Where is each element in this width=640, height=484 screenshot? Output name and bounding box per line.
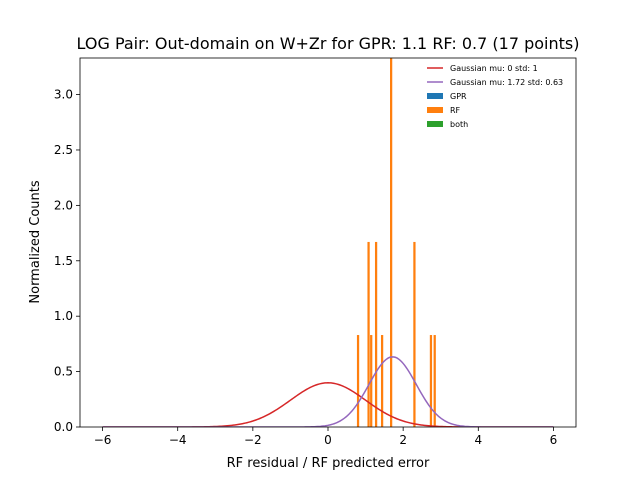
x-axis-label: RF residual / RF predicted error bbox=[227, 456, 430, 471]
y-axis-label: Normalized Counts bbox=[28, 180, 43, 303]
x-tick-label: −6 bbox=[94, 433, 112, 447]
x-tick-label: −4 bbox=[169, 433, 187, 447]
legend-label: RF bbox=[450, 106, 461, 115]
legend-label: both bbox=[450, 120, 468, 129]
y-tick-label: 3.0 bbox=[54, 88, 73, 102]
chart-title: LOG Pair: Out-domain on W+Zr for GPR: 1.… bbox=[77, 34, 580, 53]
x-tick-label: 4 bbox=[474, 433, 482, 447]
y-tick-label: 0.0 bbox=[54, 420, 73, 434]
plot-area bbox=[79, 57, 577, 428]
legend-label: Gaussian mu: 0 std: 1 bbox=[450, 64, 538, 73]
rf-bar bbox=[413, 241, 416, 427]
rf-bar bbox=[356, 335, 360, 427]
axis-ticks: −6 −4 −2 0 2 4 6 0.0 0.5 1.0 1.5 2.0 2.5 3.0 bbox=[54, 88, 557, 447]
y-tick-label: 1.5 bbox=[54, 254, 73, 268]
legend-label: GPR bbox=[450, 92, 467, 101]
x-tick-label: 0 bbox=[324, 433, 332, 447]
x-tick-label: −2 bbox=[244, 433, 262, 447]
legend-patch-marker bbox=[427, 93, 443, 99]
rf-bar bbox=[433, 335, 436, 427]
x-tick-label: 2 bbox=[399, 433, 407, 447]
y-tick-label: 2.5 bbox=[54, 143, 73, 157]
rf-bar bbox=[374, 241, 378, 427]
legend-label: Gaussian mu: 1.72 std: 0.63 bbox=[450, 78, 563, 87]
legend-patch-marker bbox=[427, 121, 443, 127]
y-tick-label: 1.0 bbox=[54, 309, 73, 323]
rf-bar bbox=[390, 58, 393, 427]
y-tick-label: 2.0 bbox=[54, 198, 73, 212]
rf-bar bbox=[380, 335, 384, 427]
rf-bar bbox=[367, 241, 370, 427]
rf-bar bbox=[429, 335, 433, 427]
x-tick-label: 6 bbox=[550, 433, 558, 447]
legend: Gaussian mu: 0 std: 1 Gaussian mu: 1.72 s… bbox=[427, 64, 563, 129]
legend-patch-marker bbox=[427, 107, 443, 113]
y-tick-label: 0.5 bbox=[54, 365, 73, 379]
